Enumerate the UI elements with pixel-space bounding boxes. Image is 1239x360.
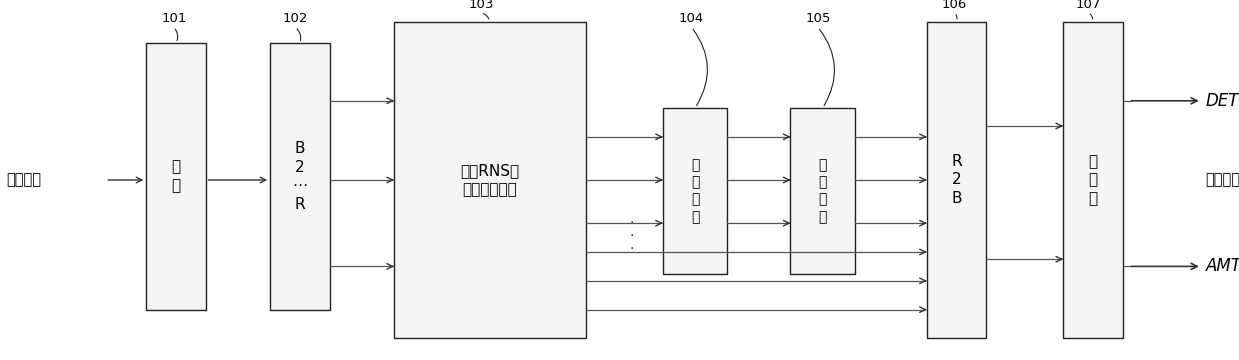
Text: ·
·
·: · · · [629,216,634,256]
Text: 基于RNS的
数据处理单元: 基于RNS的 数据处理单元 [461,163,519,197]
Text: 数
值
缩
放: 数 值 缩 放 [819,158,826,224]
Text: 映
射: 映 射 [171,159,181,193]
Bar [394,22,586,338]
Bar [146,43,206,310]
Text: 符
号
检
测: 符 号 检 测 [691,158,699,224]
Text: 106: 106 [942,0,966,11]
Text: 数据输入: 数据输入 [6,172,41,188]
Text: 101: 101 [161,12,186,25]
Bar [270,43,330,310]
Text: 105: 105 [805,12,830,25]
Text: 102: 102 [282,12,307,25]
Text: 解
映
射: 解 映 射 [1088,154,1098,206]
Bar [790,108,855,274]
Text: R
2
B: R 2 B [952,154,961,206]
Text: 107: 107 [1075,0,1100,11]
Text: DET: DET [1206,92,1239,110]
Text: 104: 104 [679,12,704,25]
Text: B
2
⋯
R: B 2 ⋯ R [292,141,307,212]
Text: 103: 103 [468,0,493,11]
Bar [663,108,727,274]
Bar [927,22,986,338]
Bar [1063,22,1123,338]
Text: AMT: AMT [1206,257,1239,275]
Text: 数据输出: 数据输出 [1206,172,1239,188]
